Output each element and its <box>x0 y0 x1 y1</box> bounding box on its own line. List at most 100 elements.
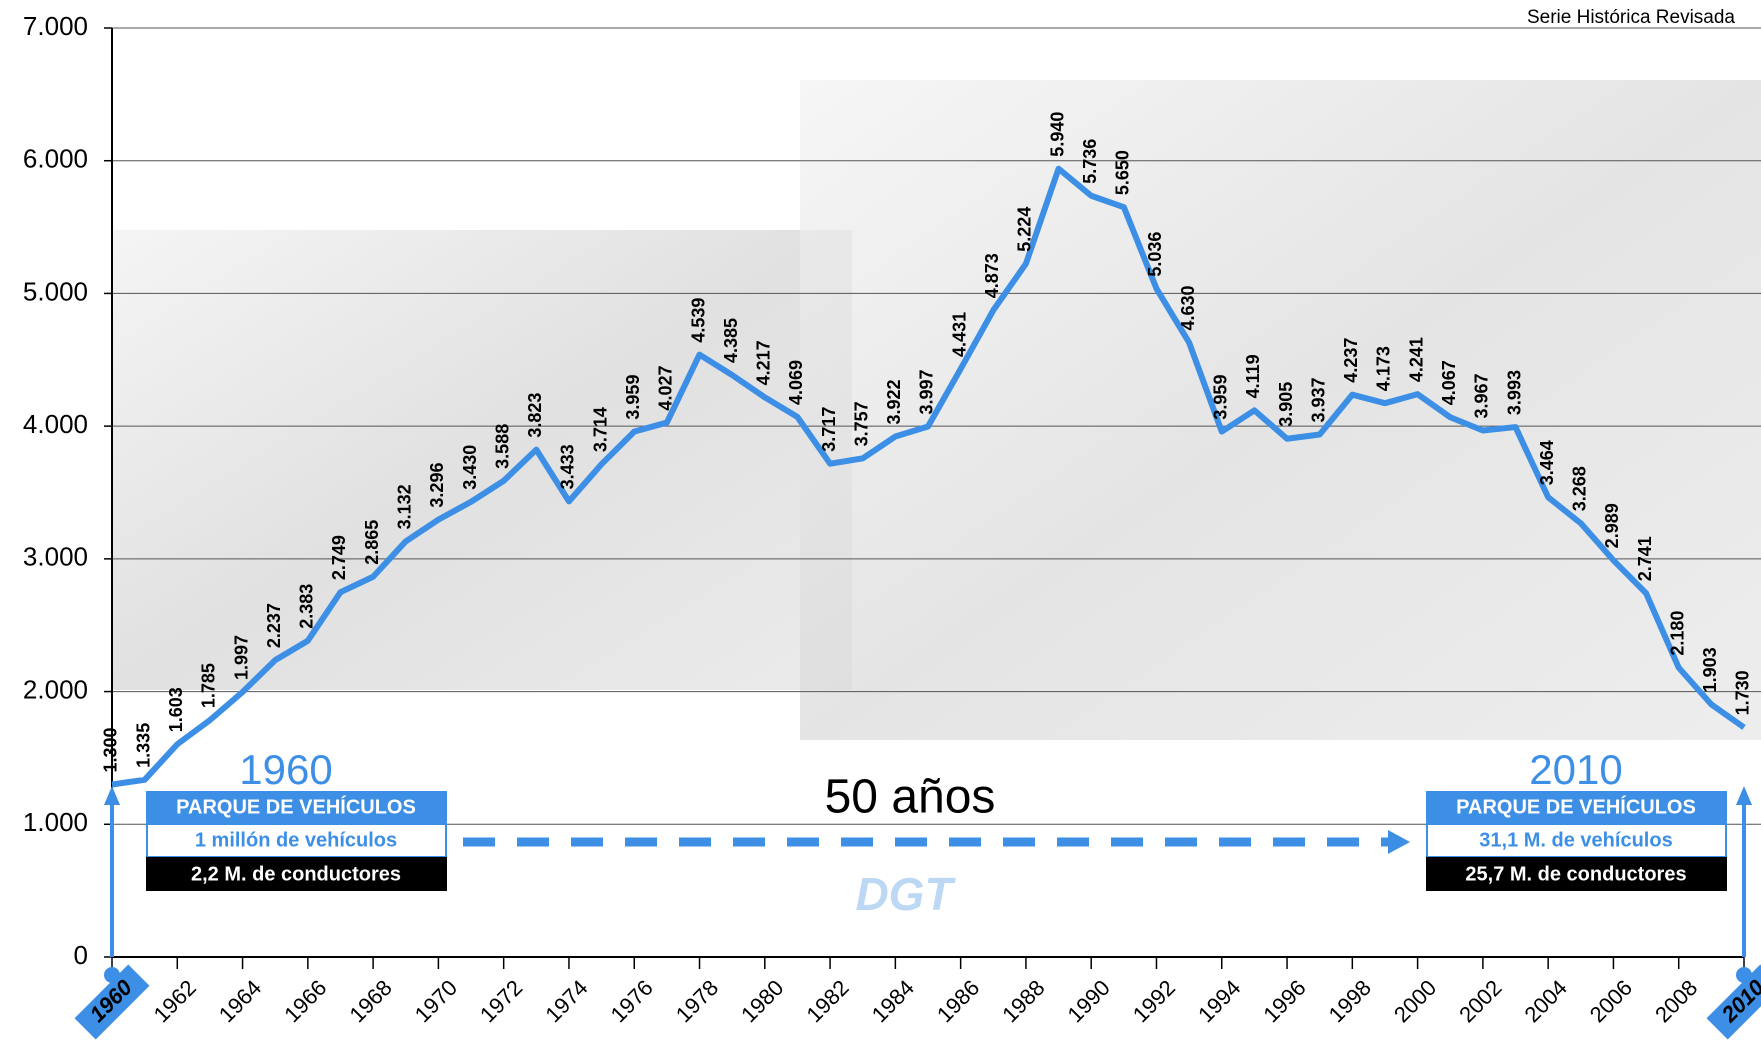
x-tick-label: 1964 <box>214 975 266 1027</box>
x-tick-label: 2006 <box>1585 975 1637 1027</box>
value-label: 4.241 <box>1406 337 1426 382</box>
value-label: 3.922 <box>884 379 904 424</box>
value-label: 4.385 <box>721 318 741 363</box>
value-label: 3.464 <box>1537 440 1557 485</box>
value-label: 1.335 <box>133 723 153 768</box>
x-tick-label: 1990 <box>1063 975 1115 1027</box>
value-label: 4.069 <box>786 360 806 405</box>
value-label: 5.650 <box>1113 150 1133 195</box>
box-heading: PARQUE DE VEHÍCULOS <box>1456 795 1696 818</box>
value-label: 2.865 <box>362 520 382 565</box>
value-label: 1.603 <box>166 687 186 732</box>
end-arrowhead <box>1736 786 1752 805</box>
start-arrowhead <box>104 786 120 805</box>
y-tick-label: 1.000 <box>23 807 88 837</box>
value-label: 3.959 <box>623 375 643 420</box>
box-line: 31,1 M. de vehículos <box>1479 829 1672 851</box>
value-label: 1.730 <box>1733 670 1753 715</box>
value-label: 4.173 <box>1374 346 1394 391</box>
year-badge <box>1706 964 1761 1040</box>
box-heading-bg <box>1426 791 1727 824</box>
y-tick-label: 4.000 <box>23 409 88 439</box>
box-heading-bg <box>146 791 447 824</box>
span-arrowhead <box>1388 830 1410 854</box>
value-label: 3.993 <box>1504 370 1524 415</box>
source-note: Serie Histórica Revisada <box>1527 7 1735 28</box>
x-tick-label: 2002 <box>1454 975 1506 1027</box>
start-year: 1960 <box>239 746 332 793</box>
x-tick-label: 2000 <box>1389 975 1441 1027</box>
value-label: 3.296 <box>427 463 447 508</box>
x-tick-label: 1970 <box>410 975 462 1027</box>
value-label: 1.903 <box>1700 647 1720 692</box>
x-tick-label: 1998 <box>1324 975 1376 1027</box>
value-label: 4.027 <box>656 366 676 411</box>
box-row-bg <box>1426 823 1727 858</box>
value-label: 4.217 <box>754 340 774 385</box>
x-tick-label: 2008 <box>1650 975 1702 1027</box>
box-line: 25,7 M. de conductores <box>1465 863 1686 885</box>
value-label: 3.588 <box>492 424 512 469</box>
x-tick-label: 1980 <box>736 975 788 1027</box>
value-label: 4.067 <box>1439 360 1459 405</box>
logo: DGT <box>855 868 956 920</box>
y-tick-label: 7.000 <box>23 11 88 41</box>
value-label: 3.823 <box>525 393 545 438</box>
value-label: 3.132 <box>395 484 415 529</box>
value-label: 3.433 <box>558 444 578 489</box>
y-tick-label: 3.000 <box>23 542 88 572</box>
line <box>111 165 1746 788</box>
y-tick-label: 6.000 <box>23 144 88 174</box>
value-label: 5.036 <box>1145 232 1165 277</box>
value-label: 3.717 <box>819 407 839 452</box>
value-label: 4.431 <box>949 312 969 357</box>
value-label: 5.940 <box>1047 112 1067 157</box>
box-row-bg <box>146 823 447 858</box>
x-tick-label: 1986 <box>932 975 984 1027</box>
value-label: 3.937 <box>1308 377 1328 422</box>
end-year: 2010 <box>1529 746 1622 793</box>
end-dot <box>1736 967 1752 983</box>
background-photo <box>800 80 1761 740</box>
value-label: 4.237 <box>1341 338 1361 383</box>
left-box: PARQUE DE VEHÍCULOS 1 millón de vehículo… <box>146 791 447 891</box>
box-line: 1 millón de vehículos <box>195 829 397 851</box>
x-tick-label: 1962 <box>149 975 201 1027</box>
value-label: 4.630 <box>1178 285 1198 330</box>
value-label: 2.383 <box>297 584 317 629</box>
x-tick-label: 1984 <box>867 975 919 1027</box>
y-tick-label: 2.000 <box>23 674 88 704</box>
value-label: 3.757 <box>851 401 871 446</box>
value-label: 3.959 <box>1211 375 1231 420</box>
start-dot <box>104 967 120 983</box>
value-label: 3.430 <box>460 445 480 490</box>
value-label: 2.180 <box>1667 611 1687 656</box>
x-tick-label: 1978 <box>671 975 723 1027</box>
x-tick-label: 1968 <box>344 975 396 1027</box>
value-label: 3.967 <box>1472 373 1492 418</box>
x-tick-label: 1994 <box>1193 975 1245 1027</box>
value-label: 3.905 <box>1276 382 1296 427</box>
value-label: 1.300 <box>101 727 121 772</box>
background-photo <box>112 230 852 690</box>
x-tick-label: 1966 <box>279 975 331 1027</box>
x-tick-label: 1982 <box>801 975 853 1027</box>
box-row-bg <box>146 857 447 891</box>
value-label: 3.997 <box>917 369 937 414</box>
y-tick-label: 5.000 <box>23 276 88 306</box>
x-tick-label: 1988 <box>997 975 1049 1027</box>
value-label: 4.539 <box>688 298 708 343</box>
value-label: 5.736 <box>1080 139 1100 184</box>
value-label: 2.741 <box>1635 536 1655 581</box>
x-tick-label: 1976 <box>606 975 658 1027</box>
x-tick-label: 1996 <box>1258 975 1310 1027</box>
y-tick-label: 0 <box>74 940 88 970</box>
value-label: 3.268 <box>1570 466 1590 511</box>
x-tick-label: 1992 <box>1128 975 1180 1027</box>
x-tick-label: 1974 <box>540 975 592 1027</box>
year-badge <box>74 964 150 1040</box>
box-row-bg <box>1426 857 1727 891</box>
value-label: 2.237 <box>264 603 284 648</box>
